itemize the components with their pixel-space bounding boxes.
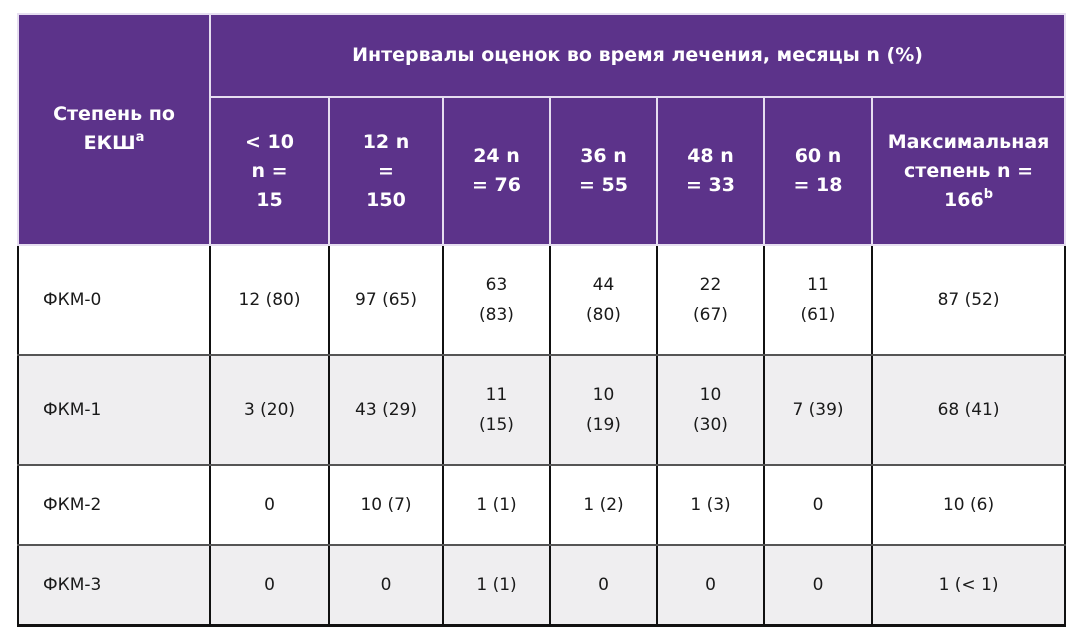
cell: 11 (61): [763, 244, 873, 356]
cell: 0: [328, 544, 444, 627]
data-table: Степень по ЕКШa Интервалы оценок во врем…: [17, 13, 1067, 627]
cell: 12 (80): [209, 244, 330, 356]
row-label: ФКМ-1: [17, 354, 211, 466]
cell: 11 (15): [442, 354, 551, 466]
header-col-36: 36 n = 55: [549, 96, 658, 246]
header-col-48-text: 48 n = 33: [686, 145, 735, 196]
row-label: ФКМ-0: [17, 244, 211, 356]
row-label: ФКМ-2: [17, 464, 211, 546]
cell: 87 (52): [870, 244, 1067, 356]
cell-text: 22 (67): [693, 275, 728, 325]
cell-text: 11 (61): [800, 275, 836, 325]
cell: 1 (1): [442, 464, 551, 546]
cell: 10 (6): [870, 464, 1067, 546]
header-col-lt10: < 10 n = 15: [209, 96, 330, 246]
header-col-24-text: 24 n = 76: [472, 145, 521, 196]
header-intervals-group: Интервалы оценок во время лечения, месяц…: [208, 13, 1067, 98]
header-col-lt10-text: < 10 n = 15: [245, 130, 294, 211]
header-grade-scale: Степень по ЕКШa: [17, 13, 211, 246]
table-row: ФКМ-2 0 10 (7) 1 (1) 1 (2) 1 (3) 0 10 (6…: [17, 464, 1067, 546]
table-row: ФКМ-0 12 (80) 97 (65) 63 (83) 44 (80) 22…: [17, 244, 1067, 356]
cell: 3 (20): [209, 354, 330, 466]
cell: 0: [656, 544, 765, 627]
cell-text: 44 (80): [586, 275, 621, 325]
header-col-60: 60 n = 18: [763, 96, 873, 246]
cell-text: 63 (83): [479, 275, 514, 325]
table-row: ФКМ-1 3 (20) 43 (29) 11 (15) 10 (19) 10 …: [17, 354, 1067, 466]
cell: 63 (83): [442, 244, 551, 356]
header-col-36-text: 36 n = 55: [579, 145, 628, 196]
cell: 7 (39): [763, 354, 873, 466]
cell-text: 11 (15): [479, 385, 514, 435]
cell: 0: [763, 464, 873, 546]
cell-text: 10 (30): [693, 385, 728, 435]
cell: 43 (29): [328, 354, 444, 466]
cell: 10 (19): [549, 354, 658, 466]
cell: 68 (41): [870, 354, 1067, 466]
header-col-48: 48 n = 33: [656, 96, 765, 246]
header-col-max-grade: Максимальная степень n = 166b: [870, 96, 1067, 246]
footnote-marker-a: a: [135, 130, 145, 145]
cell: 0: [209, 544, 330, 627]
header-grade-scale-text: Степень по ЕКШ: [53, 103, 175, 154]
cell: 1 (1): [442, 544, 551, 627]
header-col-60-text: 60 n = 18: [793, 145, 843, 196]
cell: 1 (< 1): [870, 544, 1067, 627]
cell: 97 (65): [328, 244, 444, 356]
cell: 1 (2): [549, 464, 658, 546]
header-col-max-grade-text: Максимальная степень n = 166: [887, 130, 1050, 211]
table-row: ФКМ-3 0 0 1 (1) 0 0 0 1 (< 1): [17, 544, 1067, 627]
header-col-24: 24 n = 76: [442, 96, 551, 246]
cell: 10 (30): [656, 354, 765, 466]
cell: 22 (67): [656, 244, 765, 356]
cell: 10 (7): [328, 464, 444, 546]
row-label: ФКМ-3: [17, 544, 211, 627]
cell: 0: [549, 544, 658, 627]
header-col-12-text: 12 n = 150: [362, 130, 410, 211]
cell: 0: [209, 464, 330, 546]
cell: 0: [763, 544, 873, 627]
footnote-marker-b: b: [983, 186, 994, 202]
header-col-12: 12 n = 150: [328, 96, 444, 246]
cell: 44 (80): [549, 244, 658, 356]
cell-text: 10 (19): [586, 385, 621, 435]
cell: 1 (3): [656, 464, 765, 546]
